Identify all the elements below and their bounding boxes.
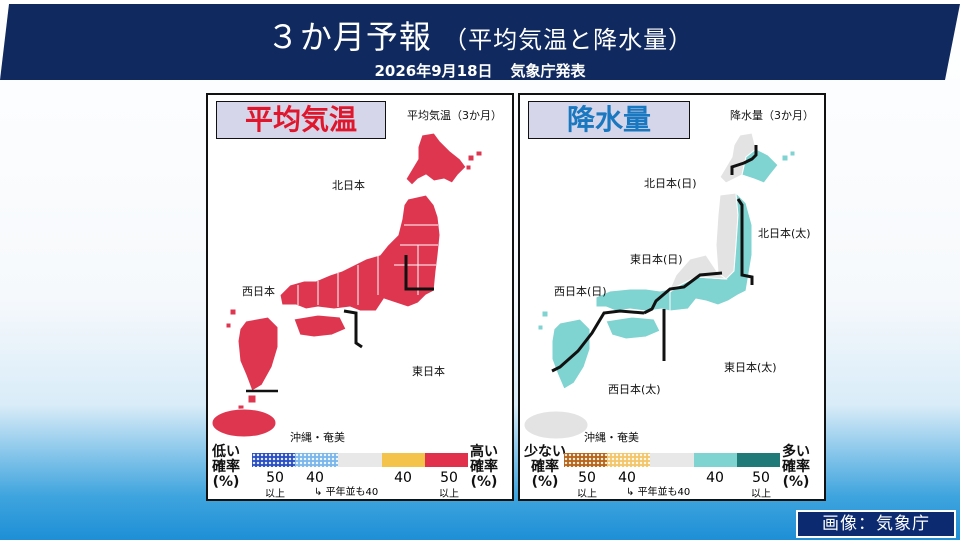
- north-east-border: [404, 255, 434, 291]
- island: [465, 164, 472, 171]
- swatch-many-40: [693, 453, 737, 467]
- west-sea-border: [551, 309, 645, 373]
- region-west: 西日本: [242, 285, 275, 298]
- region-north-pacific: 北日本(太): [758, 227, 811, 240]
- island: [225, 322, 232, 329]
- legend-num: 50: [266, 470, 284, 486]
- island: [247, 394, 257, 404]
- swatch-normal: [338, 453, 382, 467]
- west-honshu: [595, 288, 671, 312]
- issue-date: 2026年9月18日 気象庁発表: [374, 62, 586, 80]
- swatch-normal: [650, 453, 694, 467]
- swatch-low-40: [295, 453, 339, 467]
- hokkaido: [405, 132, 467, 186]
- island: [781, 154, 789, 162]
- legend-note: ↳ 平年並も40: [314, 487, 379, 498]
- island: [541, 310, 549, 318]
- header-banner: ３か月予報 （平均気温と降水量） 2026年9月18日 気象庁発表: [0, 4, 960, 80]
- image-credit: 画像：気象庁: [796, 510, 956, 538]
- page-title: ３か月予報 （平均気温と降水量）: [266, 18, 694, 56]
- island: [229, 308, 237, 316]
- region-east: 東日本: [412, 365, 445, 378]
- legend-many-label: 多い 確率 (%): [782, 444, 810, 490]
- swatch-low-50: [252, 453, 296, 467]
- swatch-few-50: [564, 453, 608, 467]
- legend-small: 以上: [577, 489, 597, 500]
- region-north: 北日本: [332, 179, 365, 192]
- island: [475, 150, 483, 157]
- swatch-high-40: [381, 453, 425, 467]
- temperature-map: [211, 132, 483, 438]
- legend-few-label: 少ない 確率 (%): [524, 444, 566, 490]
- legend-small: 以上: [265, 489, 285, 500]
- shikoku: [293, 314, 347, 338]
- temperature-corner-label: 平均気温（3か月）: [407, 109, 502, 122]
- legend-high-label: 高い 確率 (%): [470, 444, 498, 490]
- island: [537, 324, 544, 331]
- east-sea-border: [643, 271, 723, 315]
- precipitation-panel: 降水量 降水量（3か月） 北日本(日) 北日本(太) 東日本(日) 西日本(日)…: [518, 93, 826, 501]
- north-sea-pacific-border: [736, 198, 754, 285]
- legend-low-label: 低い 確率 (%): [212, 444, 240, 490]
- precipitation-corner-label: 降水量（3か月）: [730, 109, 814, 122]
- region-west-pacific: 西日本(太): [608, 383, 661, 396]
- swatch-high-50: [424, 453, 469, 467]
- honshu: [279, 194, 441, 312]
- temperature-title: 平均気温: [216, 101, 386, 139]
- island: [467, 154, 475, 162]
- legend-note: ↳ 平年並も40: [626, 487, 691, 498]
- region-okinawa: 沖縄・奄美: [290, 431, 345, 444]
- legend-num: 40: [306, 470, 324, 486]
- legend-num: 50: [752, 470, 770, 486]
- region-okinawa: 沖縄・奄美: [584, 431, 639, 444]
- temperature-legend-bar: [252, 453, 469, 467]
- island: [789, 150, 796, 157]
- legend-num: 40: [618, 470, 636, 486]
- legend-num: 40: [394, 470, 412, 486]
- legend-num: 50: [440, 470, 458, 486]
- region-east-sea: 東日本(日): [630, 253, 683, 266]
- okinawa: [211, 408, 277, 438]
- precipitation-title: 降水量: [528, 101, 690, 139]
- legend-small: 以上: [439, 489, 459, 500]
- east-west-border: [343, 309, 363, 349]
- precipitation-map: [523, 132, 796, 440]
- swatch-few-40: [607, 453, 651, 467]
- north-border: [730, 145, 758, 175]
- legend-num: 50: [578, 470, 596, 486]
- kyushu: [551, 318, 591, 390]
- region-west-sea: 西日本(日): [554, 285, 607, 298]
- okinawa: [523, 410, 589, 440]
- temperature-panel: 平均気温 平均気温（3か月） 北日本 西日本 東日本 沖縄・奄美 低い 確率 (%)…: [206, 93, 514, 501]
- kyushu: [237, 316, 279, 392]
- region-east-pacific: 東日本(太): [724, 361, 777, 374]
- region-north-sea: 北日本(日): [644, 177, 697, 190]
- swatch-many-50: [736, 453, 781, 467]
- shikoku: [605, 316, 661, 340]
- legend-small: 以上: [751, 489, 771, 500]
- precipitation-legend-bar: [564, 453, 781, 467]
- legend-num: 40: [706, 470, 724, 486]
- honshu-lines: [297, 224, 438, 307]
